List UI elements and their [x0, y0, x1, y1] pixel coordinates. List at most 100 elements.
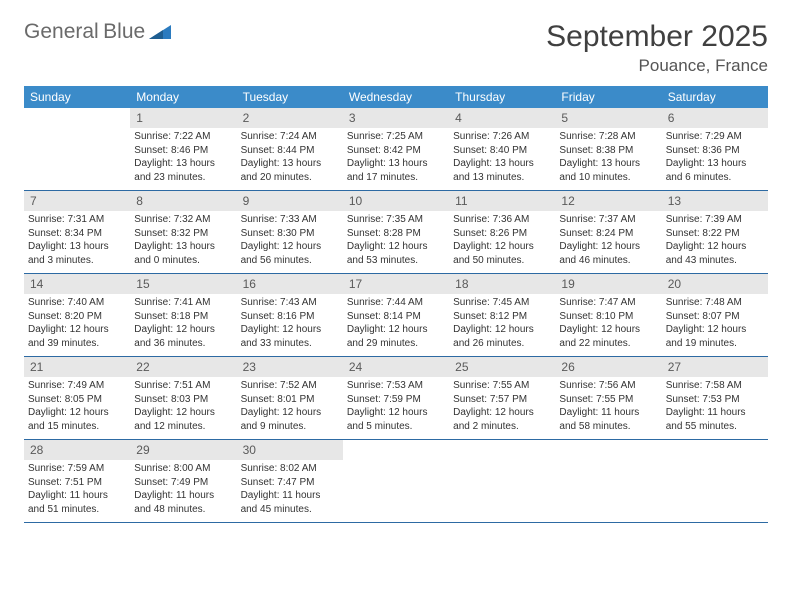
day-line: Daylight: 12 hours and 56 minutes. [241, 240, 339, 267]
day-body: Sunrise: 7:28 AMSunset: 8:38 PMDaylight:… [555, 128, 661, 188]
day-body: Sunrise: 7:56 AMSunset: 7:55 PMDaylight:… [555, 377, 661, 437]
weekday-label: Saturday [662, 86, 768, 108]
day-line: Sunset: 8:40 PM [453, 144, 551, 158]
day-cell: 9Sunrise: 7:33 AMSunset: 8:30 PMDaylight… [237, 191, 343, 273]
day-line: Sunrise: 7:59 AM [28, 462, 126, 476]
day-line: Sunrise: 7:33 AM [241, 213, 339, 227]
day-line: Sunset: 8:32 PM [134, 227, 232, 241]
day-line: Daylight: 12 hours and 5 minutes. [347, 406, 445, 433]
day-cell: 29Sunrise: 8:00 AMSunset: 7:49 PMDayligh… [130, 440, 236, 522]
header: General Blue September 2025 Pouance, Fra… [24, 20, 768, 76]
day-number: 8 [130, 191, 236, 211]
day-body [449, 444, 555, 450]
day-body: Sunrise: 7:43 AMSunset: 8:16 PMDaylight:… [237, 294, 343, 354]
day-line: Sunset: 7:51 PM [28, 476, 126, 490]
day-body: Sunrise: 7:37 AMSunset: 8:24 PMDaylight:… [555, 211, 661, 271]
day-cell: 4Sunrise: 7:26 AMSunset: 8:40 PMDaylight… [449, 108, 555, 190]
day-line: Sunrise: 7:22 AM [134, 130, 232, 144]
day-line: Sunrise: 7:44 AM [347, 296, 445, 310]
title-block: September 2025 Pouance, France [546, 20, 768, 76]
day-cell: 8 Sunrise: 7:32 AMSunset: 8:32 PMDaylight… [130, 191, 236, 273]
day-cell: 12Sunrise: 7:37 AMSunset: 8:24 PMDayligh… [555, 191, 661, 273]
day-cell: 11Sunrise: 7:36 AMSunset: 8:26 PMDayligh… [449, 191, 555, 273]
day-cell: 22Sunrise: 7:51 AMSunset: 8:03 PMDayligh… [130, 357, 236, 439]
day-cell: 21Sunrise: 7:49 AMSunset: 8:05 PMDayligh… [24, 357, 130, 439]
weekday-label: Monday [130, 86, 236, 108]
day-cell: 18Sunrise: 7:45 AMSunset: 8:12 PMDayligh… [449, 274, 555, 356]
day-line: Sunset: 8:34 PM [28, 227, 126, 241]
day-number: 20 [662, 274, 768, 294]
day-line: Daylight: 12 hours and 33 minutes. [241, 323, 339, 350]
day-body: Sunrise: 7:49 AMSunset: 8:05 PMDaylight:… [24, 377, 130, 437]
day-line: Sunset: 8:18 PM [134, 310, 232, 324]
day-cell [449, 440, 555, 522]
day-line: Daylight: 12 hours and 53 minutes. [347, 240, 445, 267]
calendar-week-row: 1Sunrise: 7:22 AMSunset: 8:46 PMDaylight… [24, 108, 768, 191]
month-title: September 2025 [546, 20, 768, 54]
day-number: 30 [237, 440, 343, 460]
day-line: Sunset: 8:38 PM [559, 144, 657, 158]
day-line: Sunset: 8:20 PM [28, 310, 126, 324]
weekday-label: Thursday [449, 86, 555, 108]
day-line: Sunset: 7:53 PM [666, 393, 764, 407]
day-line: Daylight: 13 hours and 20 minutes. [241, 157, 339, 184]
day-number: 24 [343, 357, 449, 377]
day-body: Sunrise: 7:24 AMSunset: 8:44 PMDaylight:… [237, 128, 343, 188]
day-cell [24, 108, 130, 190]
day-body: Sunrise: 8:00 AMSunset: 7:49 PMDaylight:… [130, 460, 236, 520]
calendar-week-row: 14Sunrise: 7:40 AMSunset: 8:20 PMDayligh… [24, 274, 768, 357]
day-cell: 30Sunrise: 8:02 AMSunset: 7:47 PMDayligh… [237, 440, 343, 522]
day-number: 26 [555, 357, 661, 377]
day-number: 16 [237, 274, 343, 294]
triangle-icon [149, 21, 171, 44]
day-line: Sunrise: 7:56 AM [559, 379, 657, 393]
day-number: 4 [449, 108, 555, 128]
day-cell: 2Sunrise: 7:24 AMSunset: 8:44 PMDaylight… [237, 108, 343, 190]
day-number: 17 [343, 274, 449, 294]
day-cell: 10Sunrise: 7:35 AMSunset: 8:28 PMDayligh… [343, 191, 449, 273]
day-line: Sunrise: 7:32 AM [134, 213, 232, 227]
day-line: Daylight: 13 hours and 10 minutes. [559, 157, 657, 184]
day-body: Sunrise: 7:47 AMSunset: 8:10 PMDaylight:… [555, 294, 661, 354]
day-line: Sunrise: 7:49 AM [28, 379, 126, 393]
day-line: Daylight: 12 hours and 26 minutes. [453, 323, 551, 350]
day-body: Sunrise: 7:51 AMSunset: 8:03 PMDaylight:… [130, 377, 236, 437]
day-body: Sunrise: 7:31 AMSunset: 8:34 PMDaylight:… [24, 211, 130, 271]
logo-text-1: General [24, 20, 99, 43]
calendar-week-row: 7Sunrise: 7:31 AMSunset: 8:34 PMDaylight… [24, 191, 768, 274]
day-cell: 14Sunrise: 7:40 AMSunset: 8:20 PMDayligh… [24, 274, 130, 356]
day-body: Sunrise: 7:25 AMSunset: 8:42 PMDaylight:… [343, 128, 449, 188]
day-line: Sunset: 7:57 PM [453, 393, 551, 407]
calendar-weeks: 1Sunrise: 7:22 AMSunset: 8:46 PMDaylight… [24, 108, 768, 523]
day-line: Sunrise: 7:31 AM [28, 213, 126, 227]
day-line: Sunrise: 7:36 AM [453, 213, 551, 227]
day-line: Sunrise: 7:28 AM [559, 130, 657, 144]
weekday-label: Tuesday [237, 86, 343, 108]
day-cell: 6Sunrise: 7:29 AMSunset: 8:36 PMDaylight… [662, 108, 768, 190]
day-number: 3 [343, 108, 449, 128]
day-body: Sunrise: 7:45 AMSunset: 8:12 PMDaylight:… [449, 294, 555, 354]
day-line: Sunrise: 7:48 AM [666, 296, 764, 310]
day-number: 19 [555, 274, 661, 294]
day-body: Sunrise: 7:41 AMSunset: 8:18 PMDaylight:… [130, 294, 236, 354]
day-cell: 28Sunrise: 7:59 AMSunset: 7:51 PMDayligh… [24, 440, 130, 522]
day-cell [662, 440, 768, 522]
weekday-header-row: SundayMondayTuesdayWednesdayThursdayFrid… [24, 86, 768, 108]
day-line: Daylight: 12 hours and 22 minutes. [559, 323, 657, 350]
day-number: 13 [662, 191, 768, 211]
day-body [24, 112, 130, 118]
day-cell: 23Sunrise: 7:52 AMSunset: 8:01 PMDayligh… [237, 357, 343, 439]
day-cell: 7Sunrise: 7:31 AMSunset: 8:34 PMDaylight… [24, 191, 130, 273]
day-line: Daylight: 12 hours and 15 minutes. [28, 406, 126, 433]
day-line: Sunrise: 7:53 AM [347, 379, 445, 393]
day-body: Sunrise: 7:33 AMSunset: 8:30 PMDaylight:… [237, 211, 343, 271]
day-line: Daylight: 12 hours and 19 minutes. [666, 323, 764, 350]
day-line: Sunrise: 7:43 AM [241, 296, 339, 310]
day-line: Daylight: 12 hours and 9 minutes. [241, 406, 339, 433]
day-line: Sunrise: 7:55 AM [453, 379, 551, 393]
day-number: 5 [555, 108, 661, 128]
day-line: Daylight: 13 hours and 13 minutes. [453, 157, 551, 184]
day-line: Daylight: 13 hours and 0 minutes. [134, 240, 232, 267]
day-cell: 24Sunrise: 7:53 AMSunset: 7:59 PMDayligh… [343, 357, 449, 439]
day-line: Daylight: 11 hours and 45 minutes. [241, 489, 339, 516]
